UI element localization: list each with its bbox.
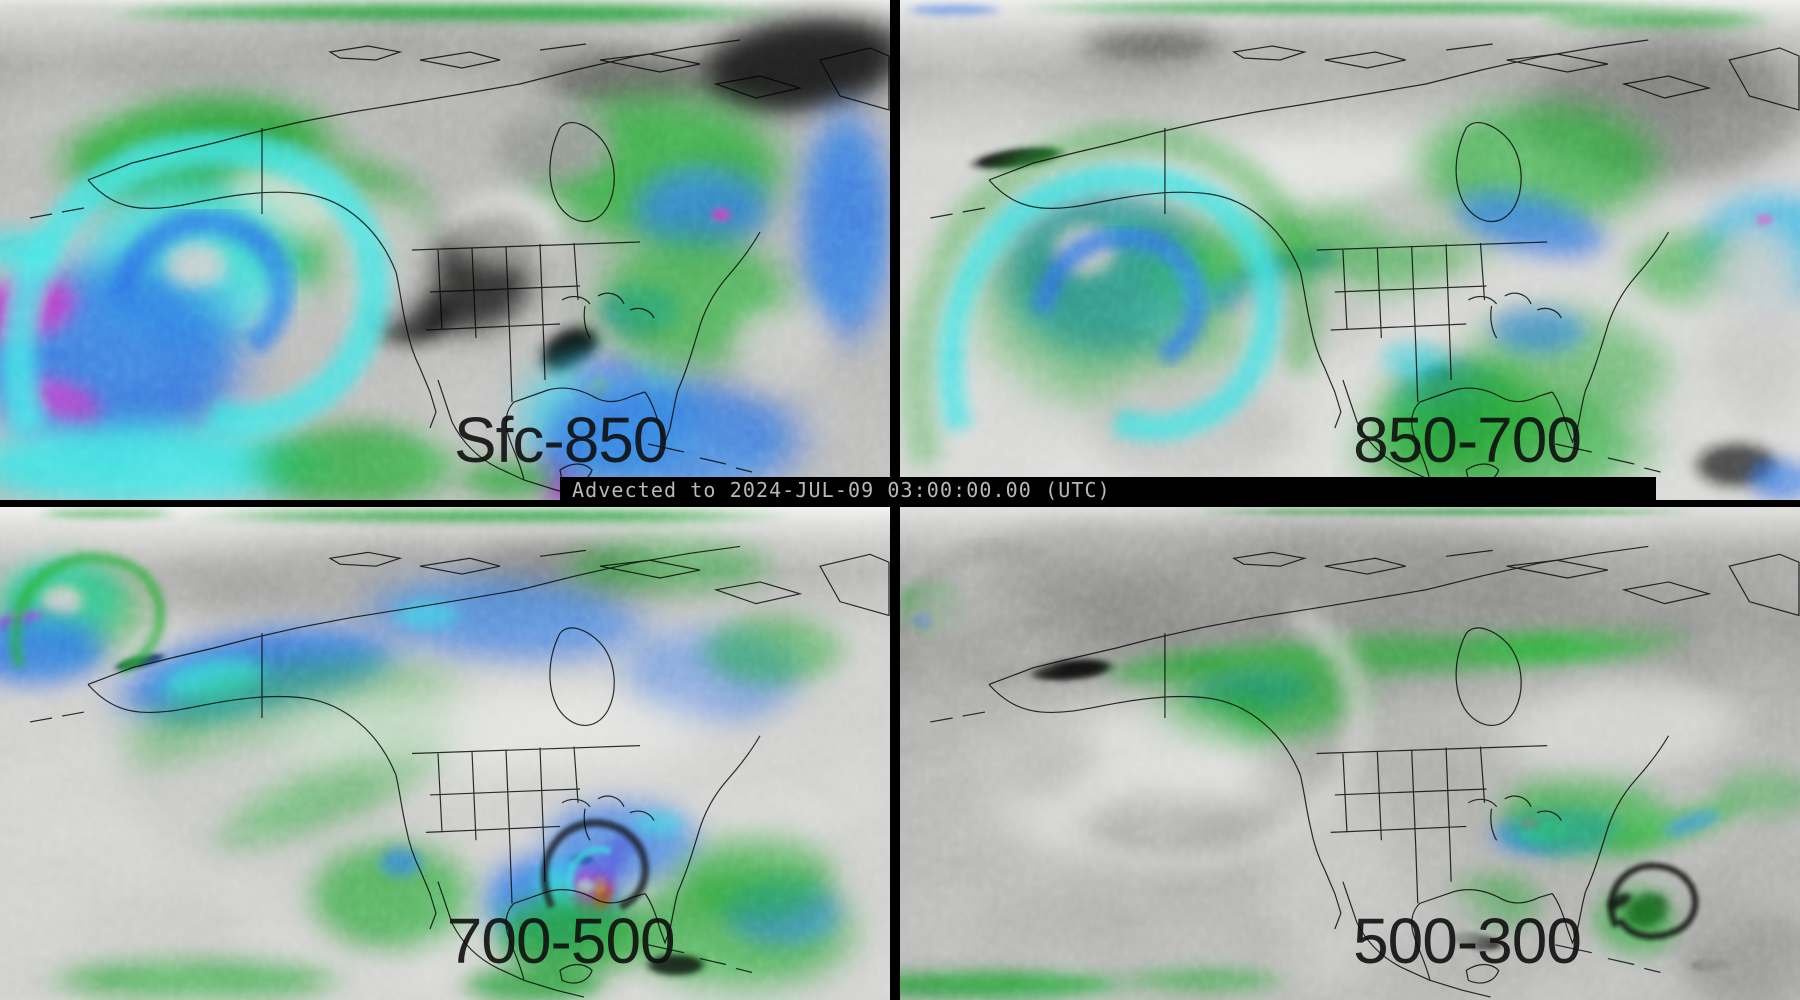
timestamp-banner: Advected to 2024-JUL-09 03:00:00.00 (UTC… xyxy=(560,477,1656,504)
panel-sfc-850: Sfc-850 xyxy=(0,0,890,500)
coastline-map xyxy=(900,507,1800,1000)
panel-850-700: 850-700 xyxy=(900,0,1800,500)
coastline-map xyxy=(0,507,890,1000)
panel-700-500: 700-500 xyxy=(0,507,890,1000)
coastline-map xyxy=(900,0,1800,500)
layer-label-850-700: 850-700 xyxy=(1353,404,1582,476)
coastline-map xyxy=(0,0,890,500)
layer-label-500-300: 500-300 xyxy=(1353,904,1582,977)
layer-label-700-500: 700-500 xyxy=(446,904,676,977)
layer-label-sfc-850: Sfc-850 xyxy=(453,404,669,476)
panel-500-300: 500-300 xyxy=(900,507,1800,1000)
